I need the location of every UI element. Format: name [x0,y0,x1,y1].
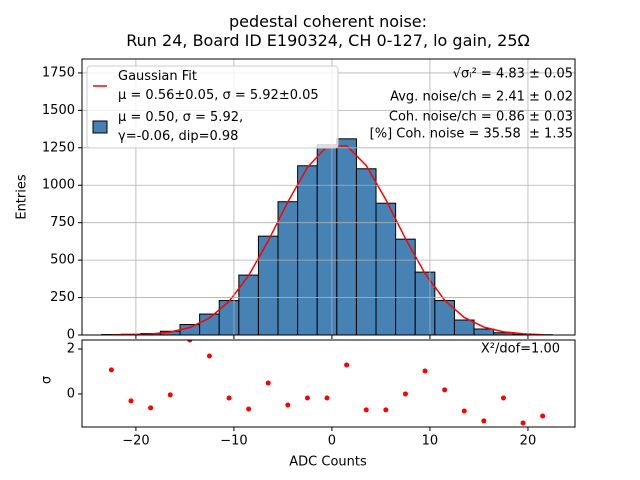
bar [336,138,357,335]
bar [395,238,416,335]
bar [218,300,240,335]
point [540,413,546,419]
point [383,407,389,413]
point [363,407,369,413]
y-tick-label: 1750 [42,65,75,80]
bar [277,201,299,335]
point [500,395,506,401]
plot-area [108,340,546,426]
annotation: √σᵢ² = 4.83 ± 0.05 [453,67,573,82]
x-tick-label: 0 [328,434,336,449]
bar [297,165,318,335]
point [206,353,212,359]
bar [414,271,436,335]
x-tick-label: −10 [220,434,247,449]
y-tick-label: 250 [50,290,75,305]
y-tick-label: 750 [50,215,75,230]
bar [473,328,495,335]
y-tick-label: 2 [67,341,75,356]
point [226,395,232,401]
bar [355,168,377,335]
y-tick-label: 0 [67,328,75,343]
bar [453,319,475,335]
y-tick-label: 1000 [42,178,75,193]
bar [316,144,338,335]
point [520,420,526,426]
point [285,402,291,408]
chart-title: pedestal coherent noise: Run 24, Board ID… [126,12,529,50]
point [442,387,448,393]
y-tick-label: 1250 [42,140,75,155]
point [108,367,114,373]
point [304,395,310,401]
y-axis-label: Entries [15,174,30,220]
legend-box [86,65,339,149]
legend-label: Gaussian Fit μ = 0.56±0.05, σ = 5.92±0.05 [118,69,319,103]
point [481,418,487,424]
annotation: [%] Coh. noise = 35.58 ± 1.35 [370,127,573,142]
axes-frame [81,339,576,428]
y-tick-label: 0 [67,386,75,401]
point [324,395,330,401]
point [422,368,428,374]
legend-label: μ = 0.50, σ = 5.92, γ=-0.06, dip=0.98 [118,110,243,144]
plot-area [101,138,553,335]
axes-frame [81,58,576,336]
x-tick-label: 10 [422,434,439,449]
legend-swatch [92,120,108,134]
point [246,406,252,412]
point [461,408,467,414]
annotation: Avg. noise/ch = 2.41 ± 0.02 [390,90,573,105]
bar [257,235,279,335]
x-tick-label: 20 [520,434,537,449]
y-tick-label: 1500 [42,103,75,118]
point [344,362,350,368]
point [128,398,134,404]
point [187,340,193,343]
y-axis-label: σ [40,376,55,384]
x-axis-label: ADC Counts [289,455,367,470]
y-tick-label: 500 [50,253,75,268]
x-tick-label: −20 [122,434,149,449]
point [167,392,173,398]
annotation: X²/dof=1.00 [481,342,560,357]
point [265,380,271,386]
annotation: Coh. noise/ch = 0.86 ± 0.03 [389,110,573,125]
point [402,391,408,397]
point [148,405,154,411]
